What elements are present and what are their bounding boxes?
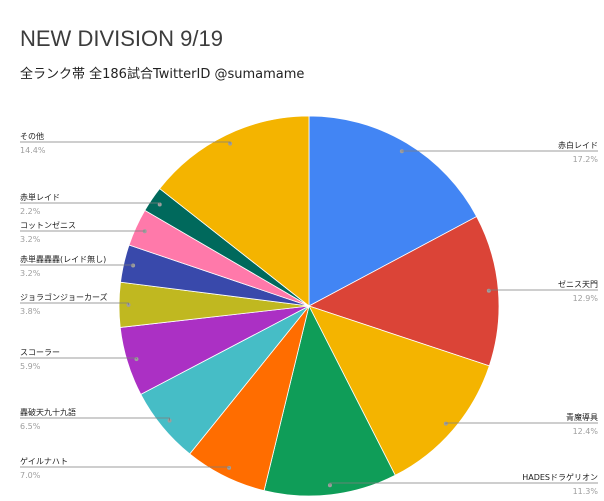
slice-percent: 12.9% xyxy=(573,294,599,303)
callout-line xyxy=(20,202,161,205)
slice-label: 赤白レイド xyxy=(558,140,598,150)
pie-slice xyxy=(159,115,310,307)
pie-callouts: 赤白レイド 17.2% ゼニス天門 12.9% 青魔導具 12.4% HADESドラゲリオン… xyxy=(20,131,598,496)
slice-percent: 11.3% xyxy=(573,487,599,496)
slice-label: ジョラゴンジョーカーズ xyxy=(20,292,108,302)
pie-slices xyxy=(118,115,500,497)
slice-label: ゲイルナハト xyxy=(20,456,68,466)
slice-percent: 7.0% xyxy=(20,471,41,480)
slice-percent: 12.4% xyxy=(573,427,599,436)
slice-label: 赤単レイド xyxy=(20,192,60,202)
slice-percent: 3.2% xyxy=(20,235,41,244)
slice-percent: 3.2% xyxy=(20,269,41,278)
slice-label: 青魔導具 xyxy=(566,412,598,422)
slice-label: その他 xyxy=(20,131,44,141)
callout-line xyxy=(488,289,598,291)
slice-percent: 5.9% xyxy=(20,362,41,371)
callout-line xyxy=(20,302,129,305)
callout-line xyxy=(20,264,134,266)
slice-label: 轟破天九十九語 xyxy=(20,407,76,417)
callout-line xyxy=(445,422,598,424)
chart-title: NEW DIVISION 9/19 xyxy=(20,26,223,51)
chart-subtitle: 全ランク帯 全186試合TwitterID @sumamame xyxy=(20,67,305,82)
slice-label: コットンゼニス xyxy=(20,220,76,230)
slice-label: ゼニス天門 xyxy=(558,279,598,289)
slice-percent: 17.2% xyxy=(573,155,599,164)
callout-line xyxy=(20,417,170,421)
pie-slice xyxy=(263,304,396,497)
pie-slice xyxy=(308,115,478,307)
callout-line xyxy=(20,357,137,360)
slice-percent: 6.5% xyxy=(20,422,41,431)
callout-line xyxy=(20,466,230,468)
pie-slice xyxy=(308,305,490,476)
callout-line xyxy=(20,141,231,144)
slice-label: 赤単轟轟轟(レイド無し) xyxy=(20,254,106,264)
slice-label: HADESドラゲリオン xyxy=(522,472,598,482)
slice-label: スコーラー xyxy=(20,348,60,357)
callout-line xyxy=(329,482,598,486)
slice-percent: 3.8% xyxy=(20,307,41,316)
slice-percent: 14.4% xyxy=(20,146,46,155)
slice-percent: 2.2% xyxy=(20,207,41,216)
